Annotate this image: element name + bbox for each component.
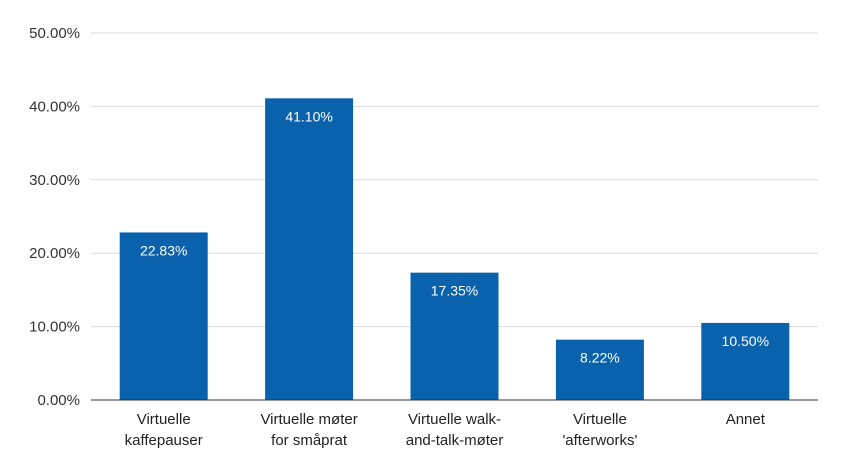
bar (265, 98, 354, 401)
x-tick-label: Virtuelle'afterworks' (562, 411, 637, 449)
x-axis-tick-labels: Virtuelle kaffepauser Virtuelle møter for s… (125, 411, 766, 449)
y-tick-label: 50.00% (29, 25, 80, 42)
x-tick-label: Annet (726, 411, 766, 428)
y-tick-label: 30.00% (29, 172, 80, 189)
data-label: 10.50% (722, 333, 769, 349)
data-label: 41.10% (285, 108, 332, 124)
y-tick-label: 20.00% (29, 245, 80, 262)
bar (701, 322, 790, 400)
bar (555, 339, 644, 400)
y-tick-label: 0.00% (37, 392, 80, 409)
x-tick-label: Virtuelle møter for småprat (260, 411, 357, 449)
x-tick-label: Virtuelle walk-and-talk-møter (406, 411, 504, 449)
gridlines (91, 32, 818, 328)
data-label: 22.83% (140, 242, 187, 258)
y-tick-label: 40.00% (29, 98, 80, 115)
bars (119, 98, 790, 401)
bar (410, 272, 499, 400)
x-tick-label: Virtuelle kaffepauser (125, 411, 203, 449)
y-tick-label: 10.00% (29, 319, 80, 336)
bar (119, 232, 208, 400)
data-label: 17.35% (431, 283, 478, 299)
data-label: 8.22% (580, 350, 620, 366)
data-labels: 22.83% 41.10% 17.35% 8.22% 10.50% (140, 108, 769, 365)
y-axis-tick-labels: 0.00% 10.00% 20.00% 30.00% 40.00% 50.00% (29, 25, 80, 409)
